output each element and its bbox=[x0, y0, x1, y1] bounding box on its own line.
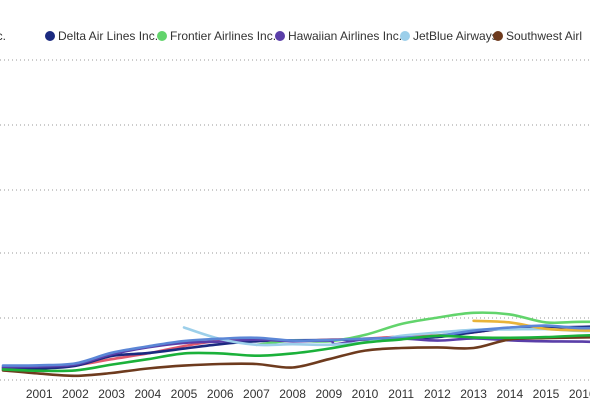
legend-item: Frontier Airlines Inc. bbox=[157, 29, 276, 43]
x-axis: 2001 2002 2003 2004 2005 2006 2007 2008 2009 2010… bbox=[26, 387, 590, 401]
series-line-united-air-lines-inc bbox=[1, 334, 590, 373]
legend-item: Hawaiian Airlines Inc. bbox=[275, 29, 402, 43]
series-line-american-airlines-inc bbox=[1, 324, 590, 367]
x-tick-label: 2007 bbox=[243, 387, 270, 401]
x-tick-label: 2003 bbox=[98, 387, 125, 401]
x-tick-label: 2013 bbox=[460, 387, 487, 401]
series-line-allegiant-air bbox=[472, 319, 590, 332]
series-line-southwest-airlines-co bbox=[1, 336, 590, 378]
series-lines bbox=[1, 311, 590, 378]
x-tick-label: 2004 bbox=[134, 387, 161, 401]
legend-label: Hawaiian Airlines Inc. bbox=[288, 29, 402, 43]
legend-marker bbox=[400, 31, 410, 41]
x-tick-label: 2001 bbox=[26, 387, 53, 401]
legend-item: Southwest Airl bbox=[493, 29, 582, 43]
x-tick-label: 2015 bbox=[533, 387, 560, 401]
x-tick-label: 2012 bbox=[424, 387, 451, 401]
legend-item: Delta Air Lines Inc. bbox=[45, 29, 158, 43]
x-tick-label: 2008 bbox=[279, 387, 306, 401]
series-line-delta-air-lines-inc bbox=[1, 325, 590, 371]
x-tick-label: 2002 bbox=[62, 387, 89, 401]
x-tick-label: 2006 bbox=[207, 387, 234, 401]
x-tick-label: 2010 bbox=[352, 387, 379, 401]
x-tick-label: 2011 bbox=[388, 387, 414, 401]
x-tick-label: 2009 bbox=[315, 387, 342, 401]
legend-item: JetBlue Airways bbox=[400, 29, 498, 43]
x-tick-label: 2005 bbox=[171, 387, 198, 401]
legend-marker bbox=[275, 31, 285, 41]
grid bbox=[0, 59, 590, 381]
legend: irlines Inc. Delta Air Lines Inc. Frontier… bbox=[0, 29, 582, 43]
legend-marker bbox=[493, 31, 503, 41]
legend-label: JetBlue Airways bbox=[413, 29, 498, 43]
legend-label: Southwest Airl bbox=[506, 29, 582, 43]
legend-marker bbox=[45, 31, 55, 41]
legend-item: irlines Inc. bbox=[0, 29, 6, 43]
legend-label: Delta Air Lines Inc. bbox=[58, 29, 158, 43]
x-tick-label: 2016 bbox=[569, 387, 590, 401]
legend-marker bbox=[157, 31, 167, 41]
legend-label: irlines Inc. bbox=[0, 29, 6, 43]
x-tick-label: 2014 bbox=[496, 387, 523, 401]
legend-label: Frontier Airlines Inc. bbox=[170, 29, 276, 43]
